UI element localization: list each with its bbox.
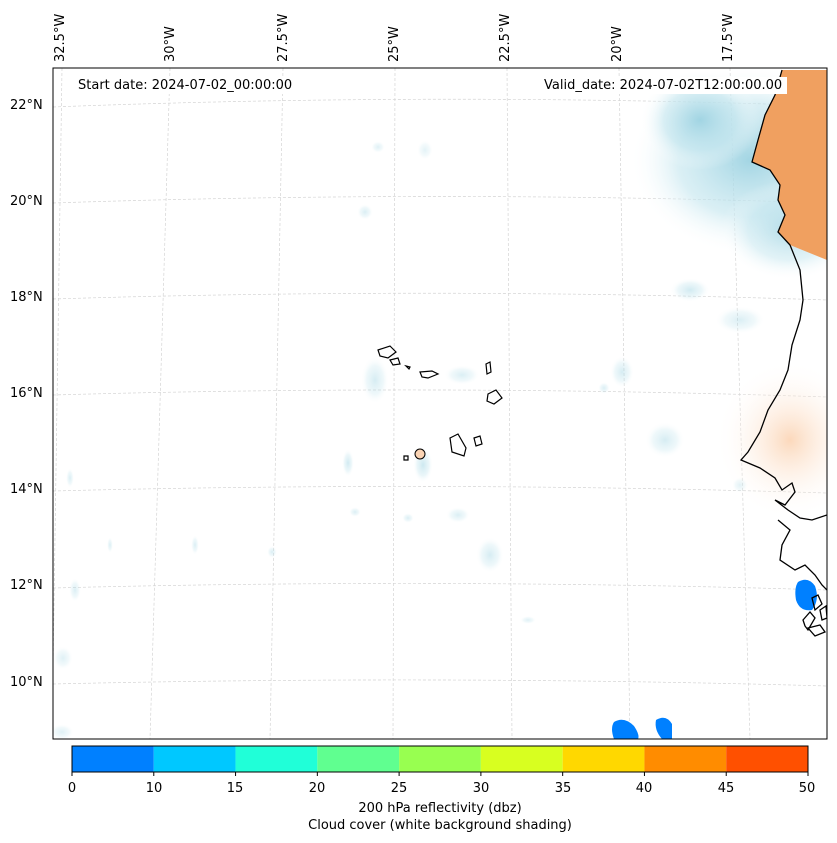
colorbar-tick: 10: [145, 781, 163, 796]
colorbar-segment: [235, 746, 318, 772]
lat-label-10n: 10°N: [10, 675, 43, 690]
colorbar-tick: 50: [798, 781, 816, 796]
colorbar-tick: 40: [635, 781, 653, 796]
map-area: [53, 68, 827, 739]
colorbar-title-line2: Cloud cover (white background shading): [308, 818, 572, 833]
lat-label-14n: 14°N: [10, 482, 43, 497]
colorbar-segment: [317, 746, 400, 772]
graticule: [53, 68, 827, 739]
lat-label-20n: 20°N: [10, 194, 43, 209]
colorbar-segment: [726, 746, 808, 772]
lon-label-32-5w: 32.5°W: [53, 13, 68, 62]
lon-label-22-5w: 22.5°W: [498, 13, 513, 62]
lat-label-12n: 12°N: [10, 578, 43, 593]
lon-label-27-5w: 27.5°W: [276, 13, 291, 62]
lon-label-25w: 25°W: [387, 26, 402, 62]
colorbar-segment: [644, 746, 727, 772]
lon-label-20w: 20°W: [610, 26, 625, 62]
colorbar-tick: 0: [67, 781, 77, 796]
lat-label-18n: 18°N: [10, 290, 43, 305]
colorbar-tick: 35: [554, 781, 572, 796]
land-shading: [414, 70, 827, 520]
start-date-label: Start date: 2024-07-02_00:00:00: [73, 77, 298, 94]
colorbar-tick: 45: [717, 781, 735, 796]
colorbar-segment: [72, 746, 154, 772]
lat-label-22n: 22°N: [10, 98, 43, 113]
colorbar-tick: 25: [390, 781, 408, 796]
reflectivity-cells: [612, 579, 817, 739]
lon-label-30w: 30°W: [163, 26, 178, 62]
coastline: [739, 69, 827, 637]
colorbar-tick: 30: [472, 781, 490, 796]
colorbar-segment: [153, 746, 236, 772]
colorbar-title-line1: 200 hPa reflectivity (dbz): [358, 801, 522, 816]
colorbar-tick: 15: [226, 781, 244, 796]
valid-date-label: Valid_date: 2024-07-02T12:00:00.00: [539, 77, 788, 94]
cape-verde-islands: [377, 345, 503, 461]
colorbar-segment: [399, 746, 481, 772]
colorbar: [71, 745, 809, 776]
colorbar-segment: [562, 746, 645, 772]
colorbar-tick: 20: [308, 781, 326, 796]
colorbar-segment: [480, 746, 563, 772]
lon-label-17-5w: 17.5°W: [721, 13, 736, 62]
colorbar-frame: [71, 745, 809, 773]
map-frame: [52, 67, 828, 740]
lat-label-16n: 16°N: [10, 386, 43, 401]
